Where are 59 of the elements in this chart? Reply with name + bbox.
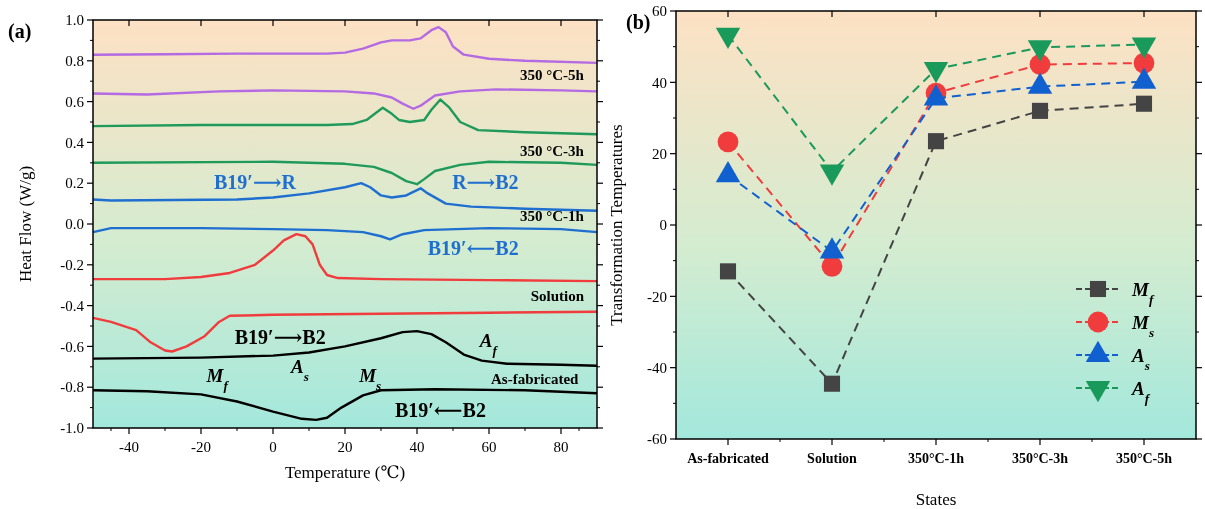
x-axis-title: Temperature (℃)	[284, 463, 406, 482]
y-axis-title: Heat Flow (W/g)	[16, 165, 35, 283]
annotation: Solution	[530, 287, 585, 304]
x-tick-label: 350°C-3h	[1011, 451, 1069, 466]
x-tick-label: 40	[409, 439, 425, 455]
annotation: 350 °C-1h	[520, 208, 585, 225]
annotation: B19′⟶R	[213, 171, 297, 194]
annotation: B19′⟶B2	[234, 326, 326, 349]
y-tick-label: 0.8	[65, 53, 84, 70]
x-tick-label: 350°C-1h	[907, 451, 965, 466]
y-tick-label: -1.0	[60, 420, 84, 437]
x-tick-label: -40	[119, 439, 139, 455]
legend-label: A$_{f}$	[1131, 377, 1151, 406]
y-tick-label: -0.8	[60, 379, 84, 396]
x-tick-label: 60	[481, 439, 497, 455]
annotation: A$_{s}$	[290, 356, 309, 384]
y-tick-label: 0.0	[65, 216, 84, 233]
text: (a)	[8, 20, 32, 43]
annotation: R⟶B2	[452, 171, 519, 194]
x-tick-label: 350°C-5h	[1115, 451, 1173, 466]
line-series	[91, 88, 599, 110]
line-series	[91, 226, 599, 241]
x-axis-title: States	[915, 490, 957, 509]
annotation: A$_{f}$	[478, 329, 499, 358]
annotation: M$_{s}$	[358, 364, 382, 393]
y-tick-label: -20	[647, 288, 667, 305]
y-axis-title: Transformation Temperatures	[607, 124, 626, 326]
legend-label: M$_{f}$	[1131, 278, 1155, 307]
y-tick-label: 60	[652, 3, 667, 20]
line-series	[91, 98, 599, 136]
x-tick-label: Solution	[807, 451, 858, 466]
y-tick-label: 0.6	[65, 93, 85, 110]
annotation: As-fabricated	[490, 371, 580, 388]
y-tick-label: -0.4	[60, 297, 85, 314]
annotation: B19′⟵B2	[394, 398, 486, 421]
y-tick-label: -0.6	[60, 338, 85, 355]
x-tick-label: -20	[191, 439, 211, 455]
x-tick-label: 20	[337, 439, 353, 455]
y-tick-label: -40	[647, 359, 667, 376]
y-tick-label: 0.2	[65, 175, 84, 192]
y-tick-label: -60	[647, 431, 667, 448]
y-tick-label: 20	[652, 145, 667, 162]
x-tick-label: 0	[269, 439, 277, 455]
y-tick-label: 0.4	[65, 134, 85, 151]
y-tick-label: -0.2	[60, 257, 84, 274]
x-tick-label: 80	[553, 439, 569, 455]
y-tick-label: 1.0	[65, 12, 84, 29]
legend-label: A$_{s}$	[1131, 344, 1150, 373]
x-tick-label: As-fabricated	[687, 451, 770, 466]
line-series	[91, 233, 599, 283]
legend-label: M$_{s}$	[1131, 311, 1155, 340]
y-tick-label: 0	[659, 217, 667, 234]
annotation: M$_{f}$	[205, 364, 230, 393]
y-tick-label: 40	[652, 74, 667, 91]
annotation: 350 °C-3h	[520, 142, 585, 159]
annotation: B19′⟵B2	[427, 237, 519, 260]
text: (b)	[626, 11, 651, 34]
annotation: 350 °C-5h	[520, 67, 585, 84]
line-series	[91, 25, 599, 65]
